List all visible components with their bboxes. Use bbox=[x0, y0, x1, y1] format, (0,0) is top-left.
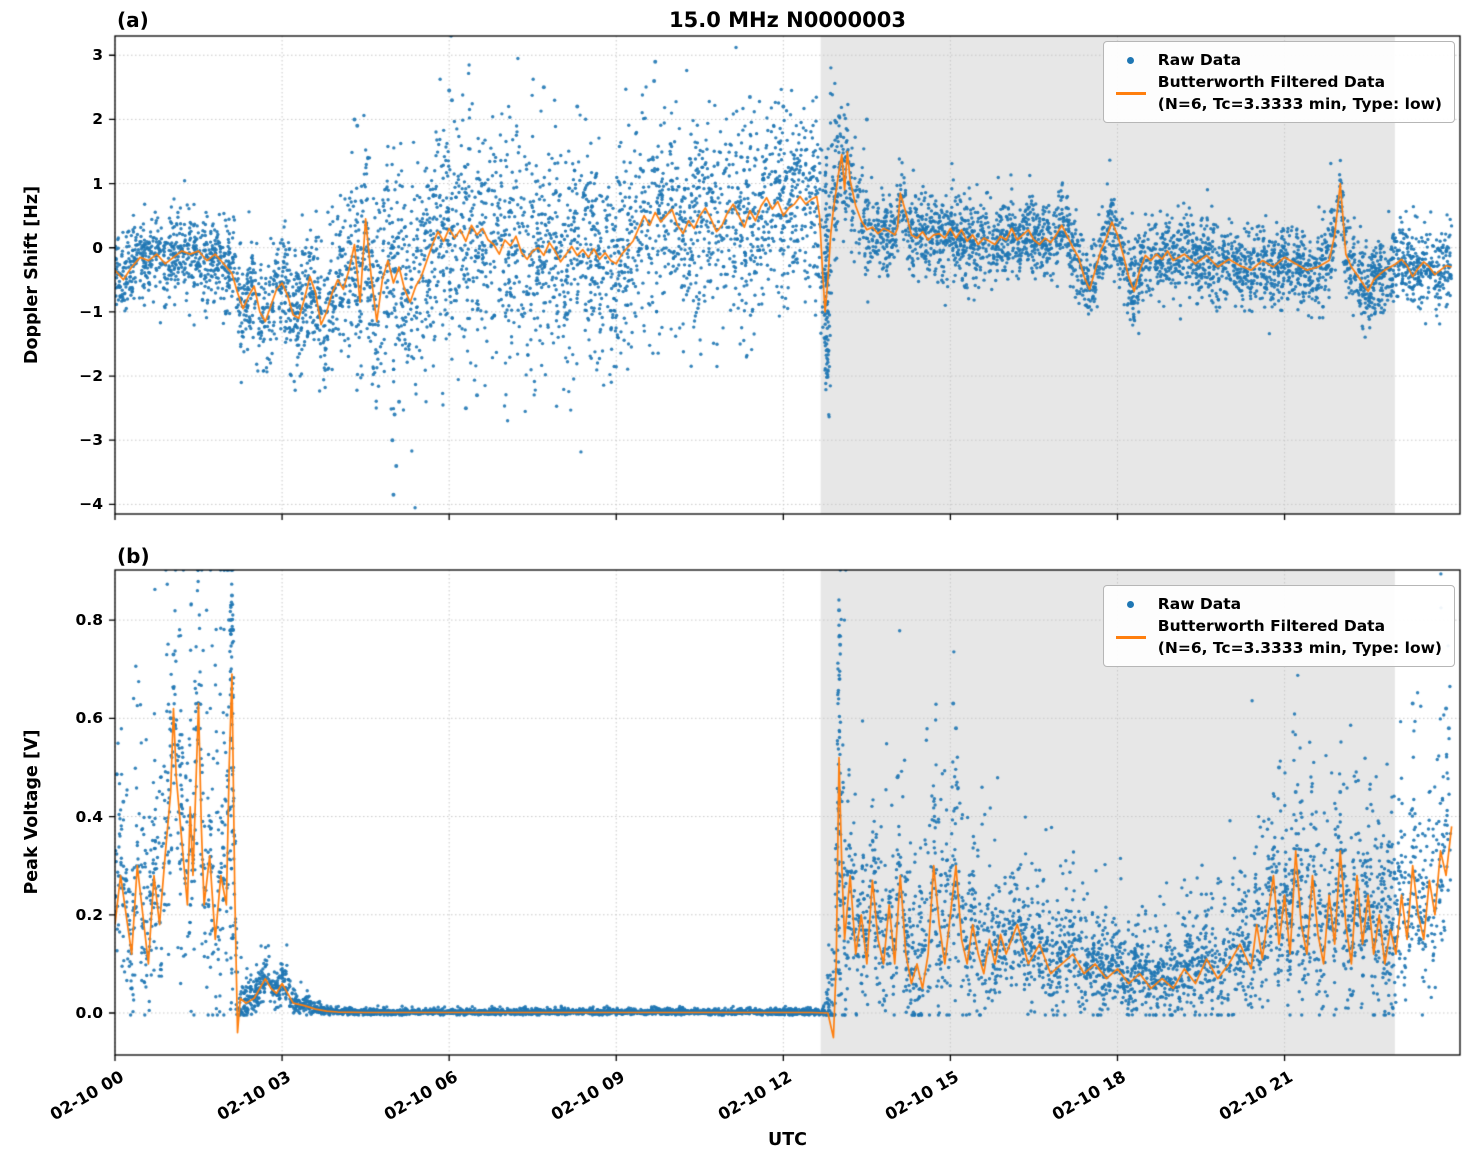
legend-raw-label: Raw Data bbox=[1157, 51, 1242, 69]
doppler-shift-axis-label: Doppler Shift [Hz] bbox=[22, 185, 42, 365]
panel-b-label: (b) bbox=[117, 544, 150, 568]
legend-filtered-sublabel: (N=6, Tc=3.3333 min, Type: low) bbox=[1157, 95, 1442, 113]
y-tick-label: 0 bbox=[92, 238, 103, 257]
y-tick-label: 0.8 bbox=[75, 611, 103, 630]
legend-raw-label: Raw Data bbox=[1157, 595, 1242, 613]
legend-filtered-sublabel: (N=6, Tc=3.3333 min, Type: low) bbox=[1157, 639, 1442, 657]
raw-data-marker-icon bbox=[1127, 600, 1135, 608]
filtered-line-marker-icon bbox=[1115, 635, 1146, 639]
y-tick-label: 1 bbox=[92, 174, 103, 193]
legend-raw-row: Raw Data bbox=[1114, 593, 1442, 615]
y-tick-label: 0.2 bbox=[75, 905, 103, 924]
panel-a-label: (a) bbox=[117, 8, 149, 32]
y-tick-label: 0.0 bbox=[75, 1004, 103, 1022]
legend-filtered-row: Butterworth Filtered Data (N=6, Tc=3.333… bbox=[1114, 615, 1442, 659]
y-tick-label: 3 bbox=[92, 46, 103, 65]
legend-panel-b: Raw Data Butterworth Filtered Data (N=6,… bbox=[1102, 585, 1455, 667]
y-tick-label: −1 bbox=[79, 302, 103, 321]
legend-panel-a: Raw Data Butterworth Filtered Data (N=6,… bbox=[1102, 41, 1455, 123]
y-tick-label: −3 bbox=[79, 431, 103, 450]
legend-filtered-label: Butterworth Filtered Data bbox=[1157, 73, 1386, 91]
y-tick-label: −4 bbox=[79, 495, 103, 514]
y-tick-label: 0.4 bbox=[75, 807, 103, 826]
legend-raw-row: Raw Data bbox=[1114, 49, 1442, 71]
utc-axis-label: UTC bbox=[768, 1130, 807, 1150]
legend-filtered-row: Butterworth Filtered Data (N=6, Tc=3.333… bbox=[1114, 71, 1442, 115]
figure-title: 15.0 MHz N0000003 bbox=[669, 8, 906, 32]
filtered-line-marker-icon bbox=[1115, 91, 1146, 95]
y-tick-label: 0.6 bbox=[75, 709, 103, 728]
y-tick-label: −2 bbox=[79, 367, 103, 386]
legend-filtered-label: Butterworth Filtered Data bbox=[1157, 617, 1386, 635]
y-tick-label: 2 bbox=[92, 110, 103, 129]
raw-data-marker-icon bbox=[1127, 56, 1135, 64]
